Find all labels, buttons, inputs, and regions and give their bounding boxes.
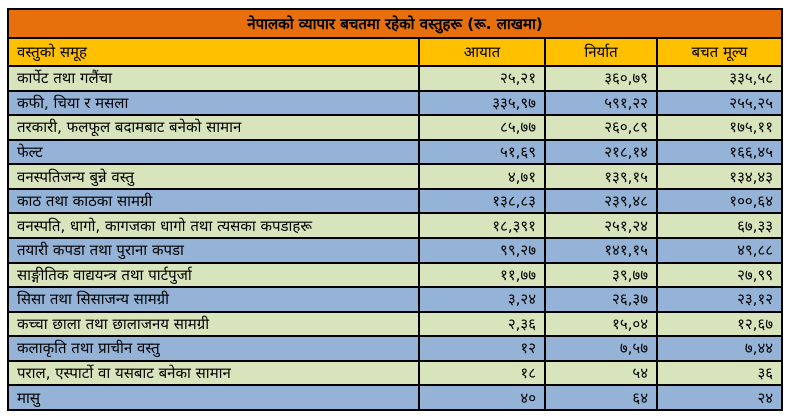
surplus-value-cell: २५५,२५ (655, 89, 784, 117)
import-value-cell: ८५,७७ (418, 114, 546, 141)
surplus-value-cell: १७५,११ (655, 114, 784, 141)
header-row: वस्तुको समूह आयात निर्यात बचत मूल्य (7, 37, 784, 67)
export-value-cell: ७,५७ (544, 335, 658, 362)
surplus-value-cell: २४ (655, 384, 784, 411)
table-row: कार्पेट तथा गलैंचा २५,२१ ३६०,७९ ३३५,५८ (7, 65, 784, 92)
title-row: नेपालको व्यापार बचतमा रहेको वस्तुहरू (रू… (6, 8, 784, 39)
table-row: कफी, चिया र मसला ३३५,९७ ५९१,२२ २५५,२५ (7, 89, 784, 117)
item-name-cell: कच्चा छाला तथा छालाजनय सामग्री (7, 310, 420, 338)
surplus-value-cell: ३३५,५८ (655, 65, 784, 92)
table-row: सिसा तथा सिसाजन्य सामग्री ३,२४ २६,३७ २३,१२ (7, 286, 784, 313)
item-name-cell: वनस्पति, धागो, कागजका धागो तथा त्यसका कप… (7, 212, 420, 239)
column-header-export: निर्यात (544, 37, 658, 67)
surplus-value-cell: २३,१२ (655, 286, 784, 313)
export-value-cell: २१८,१४ (544, 138, 658, 166)
item-name-cell: फेल्ट (7, 138, 420, 166)
import-value-cell: ९९,२७ (418, 236, 546, 264)
surplus-value-cell: १२,६७ (655, 310, 784, 338)
surplus-value-cell: ४९,८८ (655, 236, 784, 264)
table-row: कच्चा छाला तथा छालाजनय सामग्री २,३६ १५,०४ १… (7, 310, 784, 338)
table-row: तरकारी, फलफूल बदामबाट बनेको सामान ८५,७७ २६… (7, 114, 784, 141)
import-value-cell: ५१,६९ (418, 138, 546, 166)
surplus-value-cell: १३४,४३ (655, 163, 784, 190)
import-value-cell: १८,३९१ (418, 212, 546, 239)
export-value-cell: ३६०,७९ (544, 65, 658, 92)
export-value-cell: १५,०४ (544, 310, 658, 338)
item-name-cell: काठ तथा काठका सामग्री (7, 187, 420, 215)
table-row: वनस्पति, धागो, कागजका धागो तथा त्यसका कप… (7, 212, 784, 239)
import-value-cell: ११,७७ (418, 261, 546, 289)
import-value-cell: १८ (418, 359, 546, 387)
item-name-cell: तयारी कपडा तथा पुराना कपडा (7, 236, 420, 264)
table-title: नेपालको व्यापार बचतमा रहेको वस्तुहरू (रू… (6, 8, 784, 39)
export-value-cell: ३९,७७ (544, 261, 658, 289)
export-value-cell: ६४ (544, 384, 658, 411)
surplus-value-cell: १००,६४ (655, 187, 784, 215)
table-row: पराल, एस्पार्टो वा यसबाट बनेका सामान १८ ५४… (7, 359, 784, 387)
item-name-cell: पराल, एस्पार्टो वा यसबाट बनेका सामान (7, 359, 420, 387)
column-header-item-group: वस्तुको समूह (7, 37, 420, 67)
import-value-cell: १२ (418, 335, 546, 362)
surplus-value-cell: ७,४४ (655, 335, 784, 362)
import-value-cell: २,३६ (418, 310, 546, 338)
export-value-cell: १३९,१५ (544, 163, 658, 190)
column-header-import: आयात (418, 37, 546, 67)
trade-surplus-table-container: नेपालको व्यापार बचतमा रहेको वस्तुहरू (रू… (6, 8, 784, 411)
table-row: फेल्ट ५१,६९ २१८,१४ १६६,४५ (7, 138, 784, 166)
table-row: साङ्गीतिक वाद्ययन्त्र तथा पार्टपुर्जा ११,… (7, 261, 784, 289)
table-row: मासु ४० ६४ २४ (7, 384, 784, 411)
import-value-cell: १३८,८३ (418, 187, 546, 215)
item-name-cell: कफी, चिया र मसला (7, 89, 420, 117)
export-value-cell: २५१,२४ (544, 212, 658, 239)
surplus-value-cell: ६७,३३ (655, 212, 784, 239)
export-value-cell: २६०,८९ (544, 114, 658, 141)
table-row: वनस्पतिजन्य बुन्ने वस्तु ४,७१ १३९,१५ १३४,४३ (7, 163, 784, 190)
item-name-cell: सिसा तथा सिसाजन्य सामग्री (7, 286, 420, 313)
item-name-cell: कार्पेट तथा गलैंचा (7, 65, 420, 92)
item-name-cell: मासु (7, 384, 420, 411)
item-name-cell: वनस्पतिजन्य बुन्ने वस्तु (7, 163, 420, 190)
surplus-value-cell: ३६ (655, 359, 784, 387)
import-value-cell: ३३५,९७ (418, 89, 546, 117)
import-value-cell: ३,२४ (418, 286, 546, 313)
trade-surplus-table: नेपालको व्यापार बचतमा रहेको वस्तुहरू (रू… (6, 8, 784, 411)
export-value-cell: ५९१,२२ (544, 89, 658, 117)
import-value-cell: ४,७१ (418, 163, 546, 190)
column-header-surplus-value: बचत मूल्य (655, 37, 784, 67)
item-name-cell: साङ्गीतिक वाद्ययन्त्र तथा पार्टपुर्जा (7, 261, 420, 289)
surplus-value-cell: २७,९९ (655, 261, 784, 289)
table-row: कलाकृति तथा प्राचीन वस्तु १२ ७,५७ ७,४४ (7, 335, 784, 362)
import-value-cell: ४० (418, 384, 546, 411)
surplus-value-cell: १६६,४५ (655, 138, 784, 166)
export-value-cell: २३९,४८ (544, 187, 658, 215)
item-name-cell: कलाकृति तथा प्राचीन वस्तु (7, 335, 420, 362)
export-value-cell: २६,३७ (544, 286, 658, 313)
export-value-cell: ५४ (544, 359, 658, 387)
item-name-cell: तरकारी, फलफूल बदामबाट बनेको सामान (7, 114, 420, 141)
export-value-cell: १४१,१५ (544, 236, 658, 264)
table-row: तयारी कपडा तथा पुराना कपडा ९९,२७ १४१,१५ ४९,… (7, 236, 784, 264)
import-value-cell: २५,२१ (418, 65, 546, 92)
table-row: काठ तथा काठका सामग्री १३८,८३ २३९,४८ १००,६४ (7, 187, 784, 215)
